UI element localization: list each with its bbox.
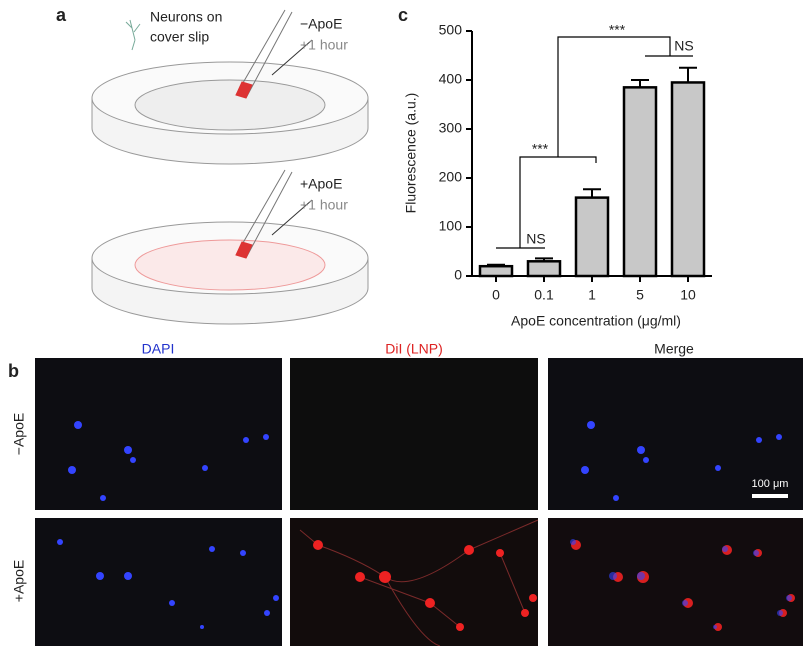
bar-chart: 0 100 200 300 400 500 0 0.1 1 5 10 <box>439 22 712 303</box>
y-tick-label: 0 <box>454 267 462 283</box>
time: +1 hour <box>300 37 348 53</box>
y-tick-label: 400 <box>439 71 463 87</box>
bar <box>670 81 706 278</box>
y-tick-label: 500 <box>439 22 463 38</box>
row-label: −ApoE <box>11 413 27 455</box>
bar <box>622 86 658 278</box>
error-bar <box>583 188 601 198</box>
y-axis-label: Fluorescence (a.u.) <box>403 93 419 214</box>
y-tick-label: 300 <box>439 120 463 136</box>
y-tick-label: 200 <box>439 169 463 185</box>
y-tick-label: 100 <box>439 218 463 234</box>
panel-a-drawing <box>91 9 369 325</box>
x-tick-label: 10 <box>680 287 696 303</box>
annotation: NS <box>674 38 693 54</box>
bar <box>574 196 610 278</box>
annotation: *** <box>532 141 549 157</box>
neurons-label: Neurons on <box>150 9 222 25</box>
panel-label: a <box>56 5 67 25</box>
annotation: *** <box>609 22 626 38</box>
significance-brackets <box>496 36 693 249</box>
panel-label: c <box>398 5 408 25</box>
x-tick-label: 1 <box>588 287 596 303</box>
micrographs <box>35 358 803 646</box>
scale-bar-label: 100 μm <box>752 478 789 490</box>
panel-label: b <box>8 361 19 381</box>
error-bar <box>679 66 697 83</box>
bar <box>526 260 562 278</box>
neurons-label: cover slip <box>150 29 209 45</box>
condition: +ApoE <box>300 176 342 192</box>
annotation: NS <box>526 231 545 247</box>
bar <box>478 264 514 278</box>
condition: −ApoE <box>300 16 342 32</box>
x-tick-label: 0.1 <box>534 287 554 303</box>
x-axis-label: ApoE concentration (μg/ml) <box>511 313 681 329</box>
x-tick-label: 0 <box>492 287 500 303</box>
row-label: +ApoE <box>11 560 27 602</box>
time: +1 hour <box>300 197 348 213</box>
x-tick-label: 5 <box>636 287 644 303</box>
column-label: DAPI <box>142 341 175 357</box>
column-label: DiI (LNP) <box>385 341 443 357</box>
column-label: Merge <box>654 341 694 357</box>
